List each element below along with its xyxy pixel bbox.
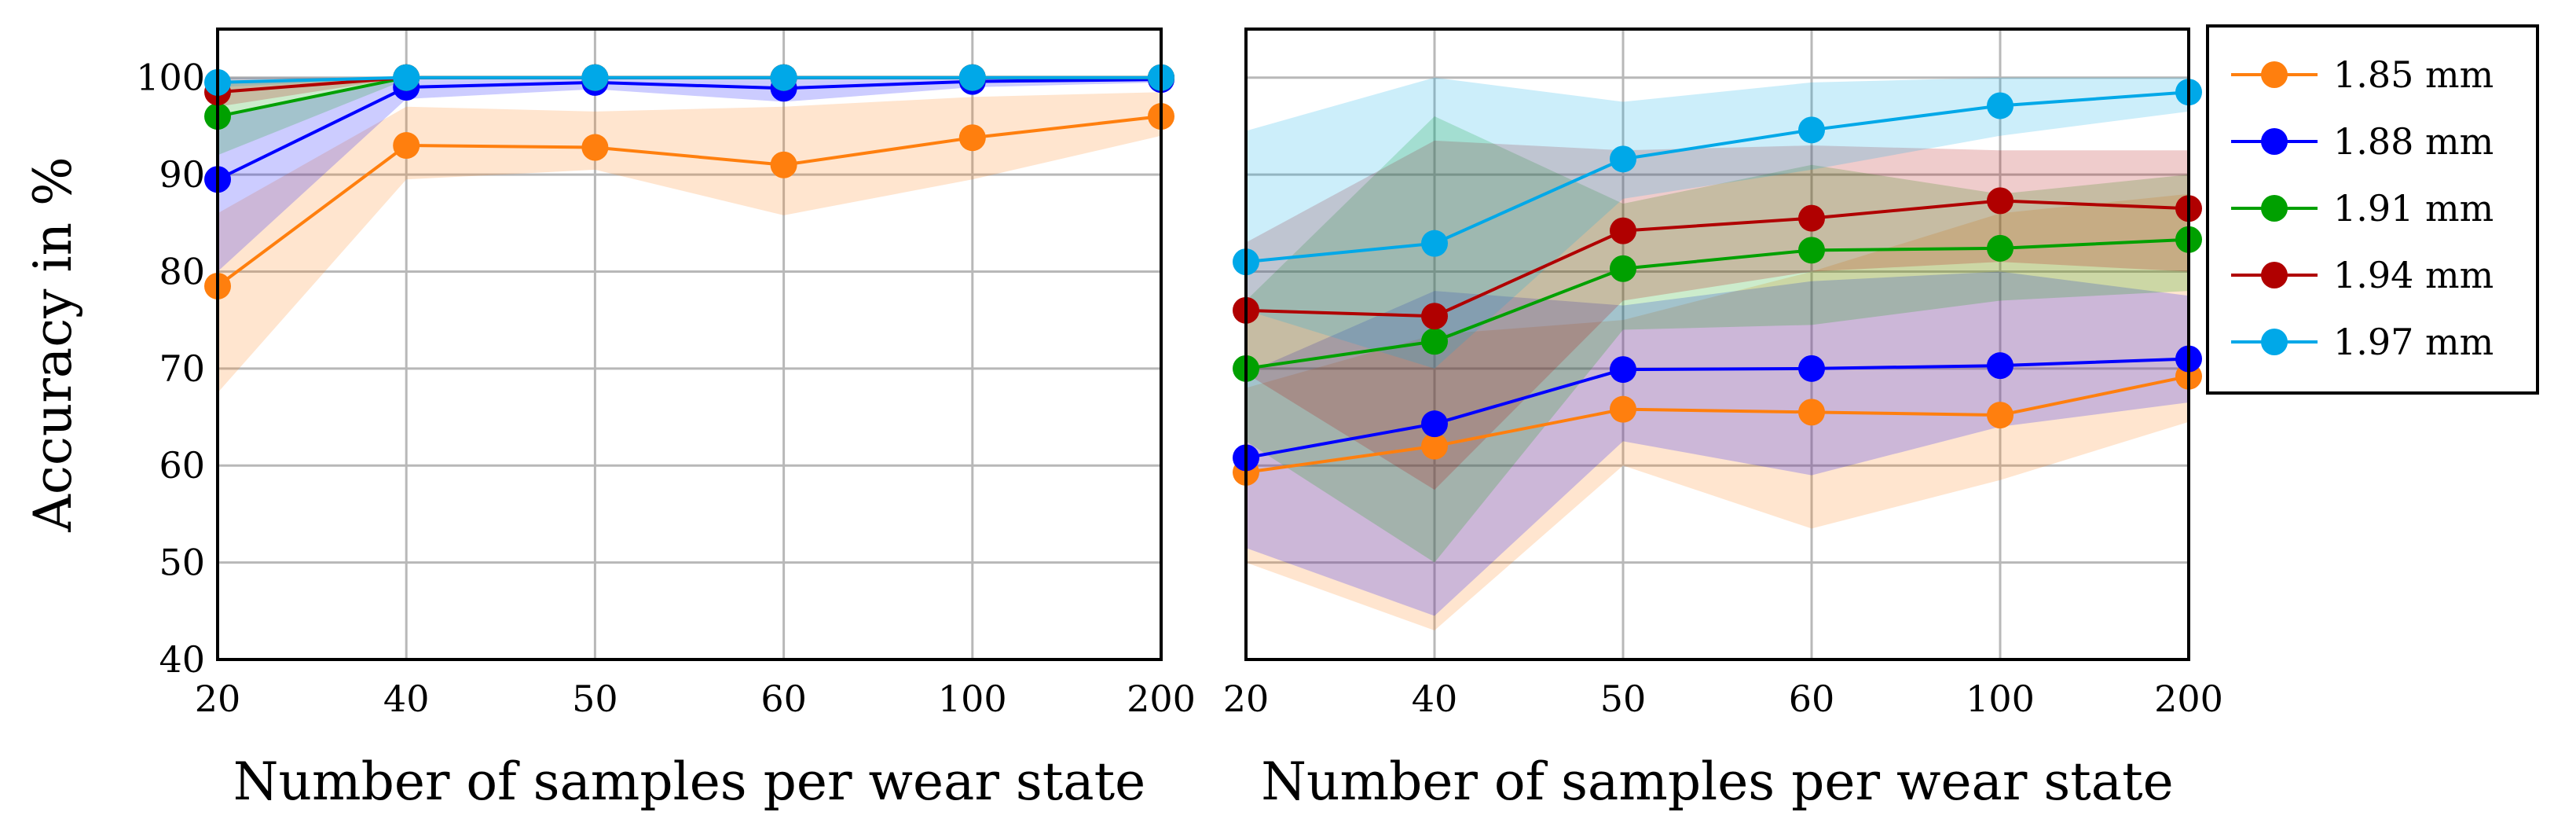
series-line-1.97-mm [1245, 90, 2189, 264]
data-point-1.85-mm [958, 124, 986, 152]
x-tick-label: 20 [195, 678, 241, 720]
series-line-1.88-mm [1245, 357, 2189, 460]
x-tick-label: 40 [383, 678, 430, 720]
right-chart-panel: 20 40 50 60 100 200 Number of samples per wear… [1223, 28, 2223, 812]
series-line-1.91-mm [1245, 237, 2189, 370]
range-bands [218, 77, 1161, 393]
series-line-1.85-mm [216, 115, 1162, 288]
series-line-1.97-mm [217, 75, 1161, 84]
x-tick-label: 60 [760, 678, 807, 720]
grid [1246, 29, 2189, 659]
legend-marker [2261, 329, 2288, 355]
y-tick-label: 50 [159, 542, 205, 584]
legend-label: 1.97 mm [2333, 321, 2494, 363]
data-point-1.97-mm [1610, 145, 1636, 173]
data-point-1.88-mm [1610, 356, 1636, 384]
legend-marker [2261, 128, 2288, 155]
range-bands [1246, 77, 2189, 630]
data-point-1.85-mm [393, 132, 420, 160]
series-line-1.94-mm [1245, 199, 2189, 318]
legend-entry-1.91-mm: 1.91 mm [2231, 187, 2494, 230]
x-tick-label: 20 [1223, 678, 1270, 720]
range-band-1.94-mm [1246, 140, 2189, 490]
data-point-1.94-mm [1610, 217, 1636, 244]
legend-label: 1.94 mm [2333, 254, 2494, 296]
data-point-1.97-mm [1421, 230, 1448, 257]
data-point-1.97-mm [958, 64, 986, 91]
data-point-1.85-mm [1421, 432, 1448, 460]
data-point-1.97-mm [770, 64, 797, 91]
data-point-1.88-mm [1421, 410, 1448, 438]
data-point-1.97-mm [581, 64, 609, 91]
y-tick-label: 70 [159, 347, 205, 390]
range-band-1.88-mm [1246, 271, 2189, 616]
data-point-1.85-mm [1987, 402, 2014, 429]
data-point-1.91-mm [1798, 237, 1825, 264]
legend-marker [2261, 61, 2288, 88]
x-tick-label: 100 [938, 678, 1007, 720]
x-tick-label: 60 [1789, 678, 1835, 720]
x-tick-label: 50 [1600, 678, 1647, 720]
y-tick-label: 90 [159, 153, 205, 196]
data-point-1.85-mm [1798, 399, 1825, 426]
data-point-1.97-mm [393, 64, 420, 91]
legend-label: 1.88 mm [2333, 120, 2494, 163]
data-point-1.85-mm [770, 151, 797, 178]
data-point-1.94-mm [1798, 204, 1825, 232]
data-point-1.97-mm [1987, 92, 2014, 119]
x-tick-label: 40 [1412, 678, 1458, 720]
y-axis-title: Accuracy in % [23, 156, 83, 533]
data-point-1.88-mm [1798, 355, 1825, 382]
plot-frame [216, 28, 1163, 661]
legend-entry-1.88-mm: 1.88 mm [2231, 120, 2494, 163]
y-tick-label: 80 [159, 250, 205, 292]
legend: 1.85 mm 1.88 mm 1.91 mm 1.94 mm 1.97 mm [2206, 24, 2539, 395]
legend-label: 1.91 mm [2333, 187, 2494, 230]
legend-marker [2261, 262, 2288, 288]
legend-entry-1.97-mm: 1.97 mm [2231, 321, 2494, 363]
series-line-1.85-mm [1245, 374, 2189, 474]
data-point-1.91-mm [1421, 328, 1448, 355]
data-point-1.94-mm [1421, 303, 1448, 330]
range-band-1.91-mm [1246, 116, 2189, 563]
series-line-1.88-mm [217, 78, 1162, 182]
data-point-1.94-mm [1987, 187, 2014, 215]
series-group [1233, 79, 2202, 486]
data-point-1.97-mm [1798, 116, 1825, 144]
data-point-1.88-mm [1987, 352, 2014, 380]
x-tick-label: 200 [1127, 678, 1196, 720]
data-point-1.91-mm [1610, 255, 1636, 282]
legend-entry-1.94-mm: 1.94 mm [2231, 254, 2494, 296]
plot-frame [1244, 28, 2190, 661]
range-band-1.85-mm [218, 92, 1161, 393]
x-axis-title: Number of samples per wear state [233, 751, 1145, 812]
y-tick-label: 60 [159, 444, 205, 487]
data-point-1.85-mm [1610, 395, 1636, 423]
x-tick-label: 200 [2154, 678, 2223, 720]
data-point-1.85-mm [581, 134, 609, 161]
y-tick-label: 40 [159, 638, 205, 681]
x-tick-label: 100 [1966, 678, 2035, 720]
x-tick-label: 50 [572, 678, 618, 720]
series-group [204, 64, 1174, 299]
data-point-1.91-mm [1987, 234, 2014, 262]
legend-entry-1.85-mm: 1.85 mm [2231, 53, 2494, 96]
y-tick-label: 100 [136, 57, 205, 99]
legend-label: 1.85 mm [2333, 53, 2494, 96]
x-axis-title: Number of samples per wear state [1261, 751, 2173, 812]
legend-marker [2261, 195, 2288, 222]
